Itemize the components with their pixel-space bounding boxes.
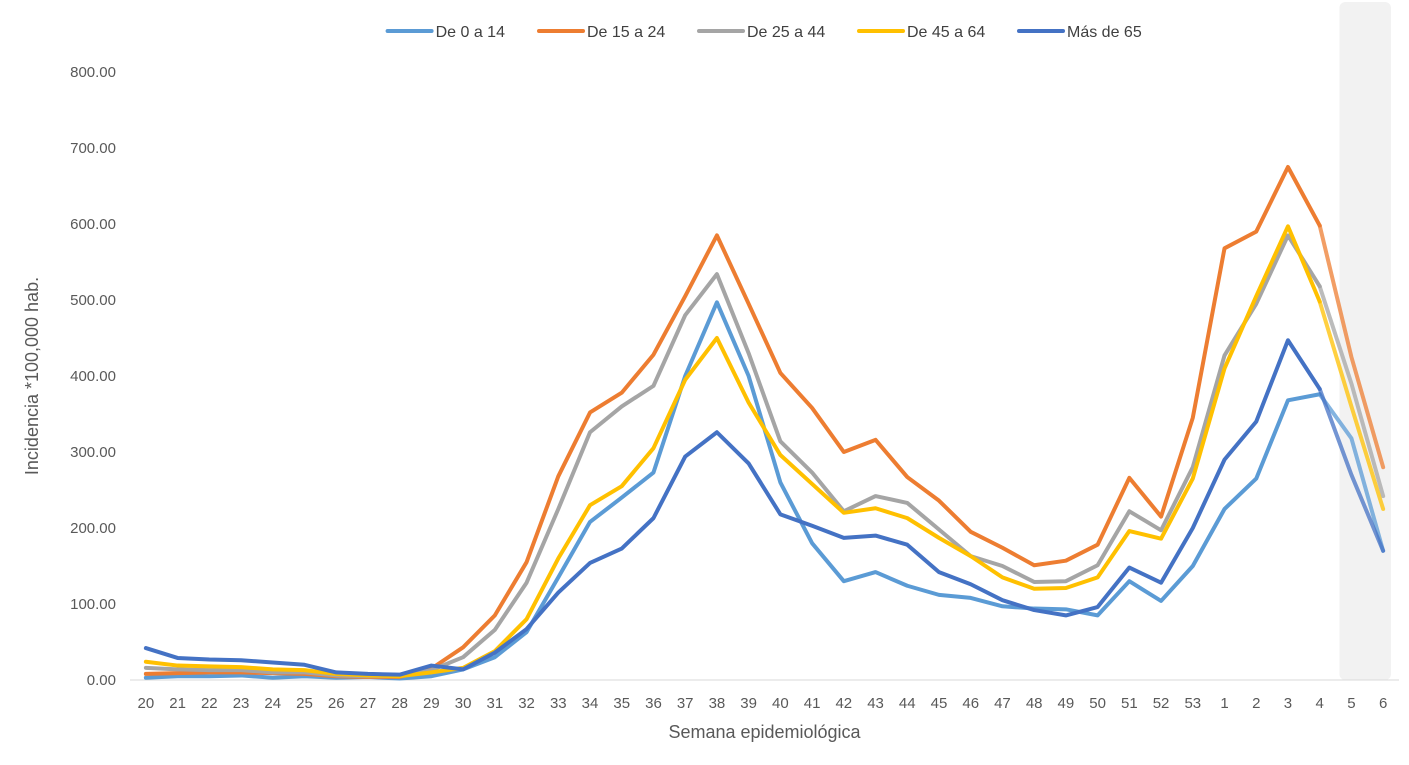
- x-tick-label: 29: [423, 695, 440, 712]
- x-tick-label: 51: [1121, 695, 1138, 712]
- x-tick-label: 53: [1184, 695, 1201, 712]
- x-tick-label: 26: [328, 695, 345, 712]
- series-line: [143, 338, 1322, 677]
- y-tick-label: 500.00: [70, 292, 116, 309]
- y-tick-label: 100.00: [70, 596, 116, 613]
- x-tick-label: 6: [1379, 695, 1387, 712]
- series-line-projection: [1317, 386, 1386, 553]
- x-axis-tick-labels: 20 21 22 23 24 25 26 27 28 29 30 31 32 33 34 35 36 37 38 39…: [138, 695, 1388, 712]
- x-tick-label: 37: [677, 695, 694, 712]
- x-tick-label: 25: [296, 695, 313, 712]
- x-tick-label: 39: [740, 695, 757, 712]
- series-line-projection: [1317, 284, 1386, 499]
- x-tick-label: 36: [645, 695, 662, 712]
- series-line-projection: [1317, 299, 1386, 511]
- x-tick-label: 33: [550, 695, 567, 712]
- x-tick-label: 1: [1220, 695, 1228, 712]
- shaded-region: [1339, 2, 1391, 680]
- x-tick-label: 40: [772, 695, 789, 712]
- y-axis-title: Incidencia *100,000 hab.: [22, 277, 42, 475]
- x-tick-label: 24: [264, 695, 281, 712]
- x-tick-label: 21: [169, 695, 186, 712]
- legend-label: Más de 65: [1067, 24, 1142, 41]
- x-tick-label: 43: [867, 695, 884, 712]
- x-tick-label: 23: [233, 695, 250, 712]
- x-tick-label: 27: [360, 695, 377, 712]
- x-tick-label: 42: [835, 695, 852, 712]
- x-tick-label: 47: [994, 695, 1011, 712]
- legend-label: De 45 a 64: [907, 24, 985, 41]
- x-tick-label: 52: [1153, 695, 1170, 712]
- x-tick-label: 45: [931, 695, 948, 712]
- y-tick-label: 400.00: [70, 368, 116, 385]
- shaded-projection-area: [1339, 2, 1391, 680]
- x-axis-title: Semana epidemiológica: [668, 722, 861, 742]
- x-tick-label: 4: [1316, 695, 1324, 712]
- x-tick-label: 22: [201, 695, 218, 712]
- series-line-projection: [1317, 392, 1386, 553]
- x-tick-label: 28: [391, 695, 408, 712]
- x-tick-label: 31: [486, 695, 503, 712]
- x-tick-label: 34: [582, 695, 599, 712]
- y-tick-label: 300.00: [70, 444, 116, 461]
- x-tick-label: 32: [518, 695, 535, 712]
- legend: De 0 a 14 De 15 a 24 De 25 a 44 De 45 a 64 M…: [385, 24, 1142, 41]
- x-tick-label: 46: [962, 695, 979, 712]
- x-tick-label: 41: [804, 695, 821, 712]
- legend-label: De 0 a 14: [436, 24, 505, 41]
- series-lines: [143, 165, 1386, 681]
- y-tick-label: 200.00: [70, 520, 116, 537]
- x-tick-label: 3: [1284, 695, 1292, 712]
- x-tick-label: 5: [1347, 695, 1355, 712]
- x-tick-label: 44: [899, 695, 916, 712]
- y-tick-label: 600.00: [70, 216, 116, 233]
- y-tick-label: 700.00: [70, 140, 116, 157]
- series-line-projection: [1317, 223, 1386, 470]
- x-tick-label: 2: [1252, 695, 1260, 712]
- y-tick-label: 0.00: [87, 672, 116, 689]
- x-tick-label: 50: [1089, 695, 1106, 712]
- x-tick-label: 30: [455, 695, 472, 712]
- legend-label: De 25 a 44: [747, 24, 825, 41]
- x-tick-label: 20: [138, 695, 155, 712]
- legend-label: De 15 a 24: [587, 24, 665, 41]
- x-tick-label: 35: [613, 695, 630, 712]
- x-tick-label: 48: [1026, 695, 1043, 712]
- x-tick-label: 49: [1058, 695, 1075, 712]
- x-tick-label: 38: [709, 695, 726, 712]
- y-tick-label: 800.00: [70, 64, 116, 81]
- y-axis-tick-labels: 0.00 100.00 200.00 300.00 400.00 500.00 600.00…: [70, 64, 116, 689]
